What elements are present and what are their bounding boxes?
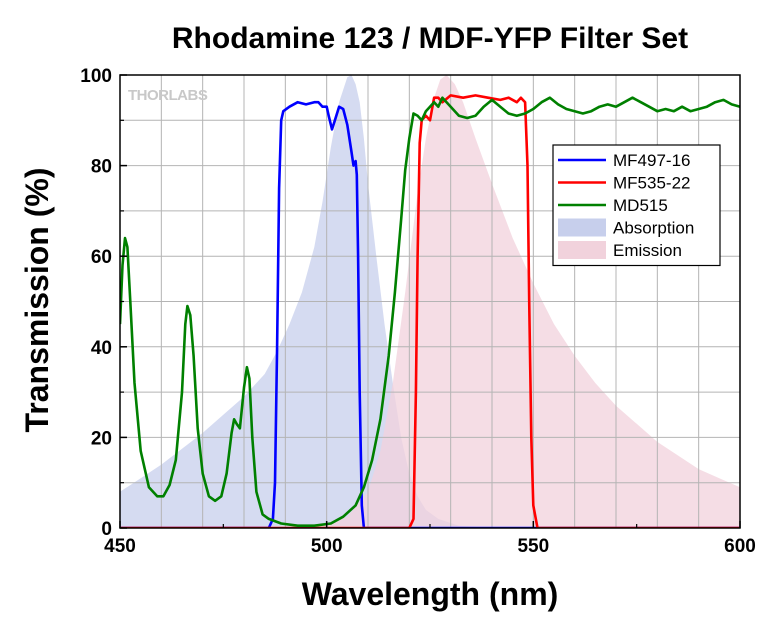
legend-swatch-emission	[558, 241, 606, 259]
legend-label-mf535-22: MF535-22	[613, 174, 690, 193]
y-tick-label: 60	[91, 247, 112, 268]
y-tick-label: 40	[91, 338, 112, 359]
axis-ticks: 450 500 550 600 0 20 40 60 80 100	[80, 66, 756, 557]
legend-label-emission: Emission	[613, 241, 682, 260]
y-tick-label: 80	[91, 157, 112, 178]
x-tick-label: 500	[311, 536, 343, 557]
legend-label-mf497-16: MF497-16	[613, 151, 690, 170]
x-axis-label: Wavelength (nm)	[302, 576, 559, 612]
x-tick-label: 600	[724, 536, 756, 557]
y-tick-label: 20	[91, 428, 112, 449]
y-tick-label: 0	[101, 519, 112, 540]
x-tick-label: 450	[104, 536, 136, 557]
brand-watermark: THORLABS	[128, 87, 208, 104]
line-series-mf497-16	[120, 100, 740, 528]
y-tick-label: 100	[80, 66, 112, 87]
line-series-md515	[120, 96, 740, 527]
y-axis-label: Transmission (%)	[19, 168, 55, 433]
legend-label-absorption: Absorption	[613, 219, 694, 238]
legend-swatch-absorption	[558, 218, 606, 237]
legend: MF497-16 MF535-22 MD515 Absorption Emission	[552, 144, 721, 267]
line-series-mf535-22	[120, 94, 740, 528]
x-tick-label: 550	[517, 536, 549, 557]
line-series-group	[120, 94, 740, 528]
legend-label-md515: MD515	[613, 196, 668, 215]
chart-title: Rhodamine 123 / MDF-YFP Filter Set	[172, 22, 688, 55]
